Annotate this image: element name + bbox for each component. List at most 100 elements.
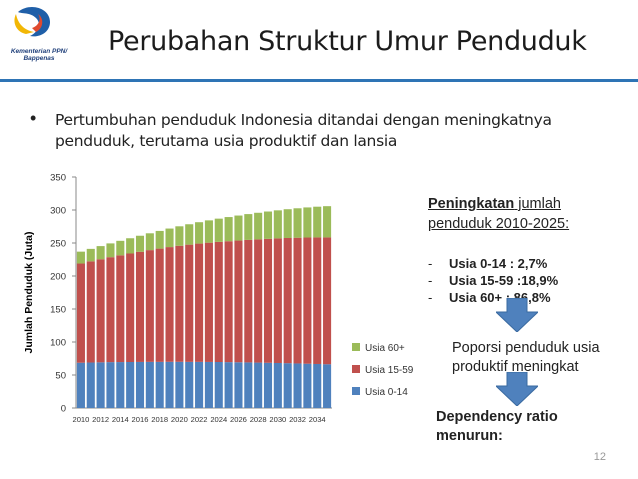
bar-usia-60--2022: [195, 222, 204, 244]
bappenas-logo: Kementerian PPN/ Bappenas: [4, 4, 68, 74]
bar-usia-0-14-2028: [254, 362, 263, 408]
bar-usia-0-14-2022: [195, 361, 204, 408]
bar-usia-15-59-2019: [165, 247, 174, 362]
bar-usia-60--2019: [165, 228, 174, 248]
bar-usia-0-14-2010: [76, 362, 85, 408]
bar-usia-60--2032: [293, 208, 302, 238]
bar-usia-15-59-2020: [175, 245, 184, 362]
bappenas-emblem-icon: [14, 7, 50, 37]
increase-item: - Usia 15-59 :18,9%: [428, 273, 559, 288]
x-tick-label: 2034: [309, 415, 326, 424]
bar-usia-15-59-2029: [263, 238, 273, 363]
bar-usia-60--2010: [76, 251, 85, 264]
bar-usia-15-59-2033: [303, 237, 312, 364]
bullet-marker: •: [30, 108, 37, 128]
bar-usia-0-14-2015: [126, 361, 135, 408]
bar-usia-60--2026: [234, 215, 243, 241]
bar-usia-15-59-2013: [106, 257, 115, 363]
population-chart: Jumlah Penduduk (Juta) 0 50 100 150 200 250 300…: [23, 173, 414, 425]
bar-usia-15-59-2017: [145, 250, 154, 362]
bar-usia-15-59-2028: [254, 239, 263, 363]
bar-usia-15-59-2026: [234, 240, 243, 363]
bar-usia-15-59-2024: [214, 241, 223, 362]
bar-usia-0-14-2027: [244, 362, 253, 408]
y-tick-label: 250: [50, 239, 66, 250]
legend-swatch: [352, 343, 360, 351]
y-tick-label: 300: [50, 206, 66, 217]
slide-title: Perubahan Struktur Umur Penduduk: [108, 26, 587, 57]
bar-usia-15-59-2012: [96, 259, 105, 363]
bar-usia-0-14-2034: [313, 363, 322, 408]
increase-heading-rest: jumlah: [514, 196, 561, 212]
bullet-text: Pertumbuhan penduduk Indonesia ditandai …: [55, 111, 552, 150]
bar-usia-15-59-2014: [116, 255, 125, 363]
bar-usia-0-14-2031: [283, 363, 292, 408]
bar-usia-0-14-2023: [204, 361, 213, 408]
bar-usia-60--2017: [145, 233, 154, 251]
bar-usia-60--2021: [185, 224, 194, 245]
bar-usia-15-59-2015: [126, 253, 135, 362]
bar-usia-0-14-2011: [86, 362, 95, 408]
bar-usia-60--2031: [283, 209, 292, 238]
bar-usia-0-14-2029: [263, 362, 273, 408]
x-tick-label: 2020: [171, 415, 188, 424]
x-tick-label: 2018: [151, 415, 168, 424]
bar-usia-15-59-2032: [293, 237, 302, 364]
bar-usia-15-59-2035: [323, 237, 332, 365]
bar-usia-60--2013: [106, 243, 115, 258]
bar-usia-15-59-2030: [273, 238, 282, 363]
bar-usia-15-59-2021: [185, 244, 194, 362]
bar-usia-0-14-2019: [165, 361, 174, 408]
bar-usia-15-59-2022: [195, 243, 204, 362]
increase-heading-bold: Peningkatan: [428, 196, 515, 212]
bar-usia-60--2015: [126, 238, 135, 254]
increase-item: - Usia 60+ : 86,8%: [428, 290, 551, 305]
dependency-ratio-text: Dependency ratio menurun:: [436, 409, 558, 444]
bar-usia-60--2023: [204, 220, 213, 243]
bar-usia-60--2029: [263, 211, 273, 239]
increase-list: - Usia 0-14 : 2,7% - Usia 15-59 :18,9% - Us…: [428, 255, 558, 306]
bar-usia-0-14-2012: [96, 362, 105, 408]
y-axis-label: Jumlah Penduduk (Juta): [23, 232, 35, 354]
x-tick-label: 2028: [250, 415, 267, 424]
productive-note: Poporsi penduduk usia produktif meningka…: [452, 340, 600, 375]
bar-usia-15-59-2018: [155, 248, 164, 362]
bar-usia-15-59-2025: [224, 241, 233, 363]
bar-usia-60--2012: [96, 246, 105, 260]
bar-usia-60--2028: [254, 212, 263, 240]
x-tick-label: 2032: [289, 415, 306, 424]
bar-usia-0-14-2013: [106, 362, 115, 408]
bar-usia-15-59-2027: [244, 239, 253, 363]
increase-heading-line2: penduduk 2010-2025:: [428, 216, 570, 232]
x-tick-label: 2014: [112, 415, 129, 424]
legend-swatch: [352, 365, 360, 373]
bar-usia-60--2024: [214, 218, 223, 242]
bar-usia-0-14-2024: [214, 361, 223, 408]
bar-usia-15-59-2016: [135, 251, 145, 362]
bar-usia-0-14-2033: [303, 363, 312, 408]
bar-usia-60--2027: [244, 214, 253, 240]
x-tick-label: 2022: [191, 415, 208, 424]
increase-heading: Peningkatan jumlah penduduk 2010-2025:: [428, 194, 628, 234]
title-rule: [0, 79, 638, 82]
bar-usia-60--2018: [155, 230, 164, 249]
bar-usia-0-14-2014: [116, 362, 125, 408]
increase-item: - Usia 0-14 : 2,7%: [428, 256, 548, 271]
bar-usia-0-14-2026: [234, 362, 243, 408]
bar-usia-60--2020: [175, 226, 184, 246]
bar-usia-15-59-2010: [76, 263, 85, 363]
y-tick-label: 150: [50, 305, 66, 316]
page-number: 12: [593, 451, 606, 463]
bar-usia-60--2034: [313, 206, 322, 238]
bar-usia-0-14-2030: [273, 362, 282, 408]
bar-usia-60--2011: [86, 248, 95, 262]
y-tick-label: 50: [55, 371, 66, 382]
x-tick-label: 2026: [230, 415, 247, 424]
bar-usia-60--2016: [135, 235, 145, 252]
x-tick-label: 2024: [210, 415, 227, 424]
bar-usia-0-14-2021: [185, 361, 194, 408]
y-tick-label: 0: [61, 404, 66, 415]
bar-usia-0-14-2032: [293, 363, 302, 408]
bar-usia-60--2014: [116, 240, 125, 256]
legend-label: Usia 15-59: [365, 365, 414, 376]
